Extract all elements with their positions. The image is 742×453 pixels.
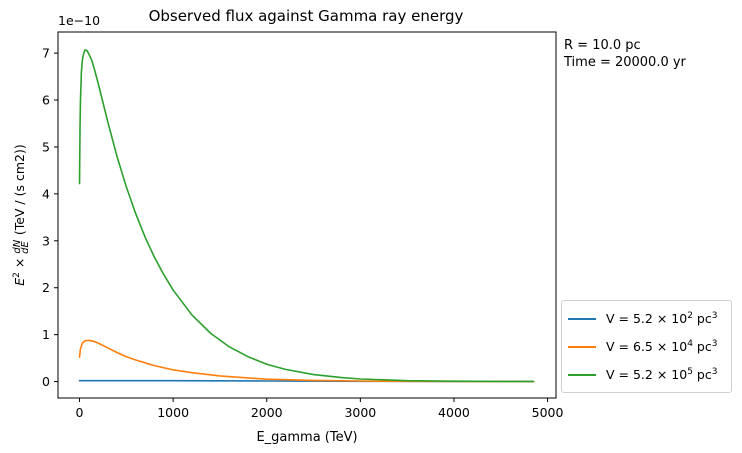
- legend-entry-0: V = 5.2 × 102 pc3: [568, 310, 717, 328]
- legend-entry-2: V = 5.2 × 105 pc3: [568, 366, 717, 384]
- x-tick-label: 4000: [438, 405, 470, 420]
- x-axis: 0 1000 2000 3000 4000 5000: [76, 398, 564, 420]
- legend: V = 5.2 × 102 pc3 V = 6.5 × 104 pc3 V = …: [561, 300, 732, 393]
- x-tick-label: 1000: [157, 405, 189, 420]
- x-tick-label: 2000: [251, 405, 283, 420]
- y-tick-label: 7: [42, 46, 50, 61]
- y-axis: 0 1 2 3 4 5 6 7: [42, 46, 58, 389]
- y-tick-label: 6: [42, 93, 50, 108]
- y-axis-label: E2 × dNdE (TeV / (s cm2)): [12, 144, 31, 285]
- x-tick-label: 5000: [532, 405, 564, 420]
- y-tick-label: 5: [42, 139, 50, 154]
- plot-area: [57, 31, 557, 399]
- series-layer: [78, 49, 535, 383]
- y-tick-label: 3: [42, 233, 50, 248]
- legend-swatch-2: [568, 374, 596, 376]
- x-tick-label: 3000: [344, 405, 376, 420]
- x-axis-label: E_gamma (TeV): [256, 430, 357, 445]
- y-offset-text: 1e−10: [58, 13, 100, 28]
- y-tick-label: 2: [42, 280, 50, 295]
- legend-label-0: V = 5.2 × 102 pc3: [606, 311, 718, 327]
- legend-entry-1: V = 6.5 × 104 pc3: [568, 338, 717, 356]
- time-text: Time = 20000.0 yr: [564, 55, 686, 70]
- y-tick-label: 0: [42, 374, 50, 389]
- x-tick-label: 0: [76, 405, 84, 420]
- legend-swatch-0: [568, 318, 596, 320]
- series-line-1: [78, 339, 535, 383]
- parameter-annotation: R = 10.0 pc Time = 20000.0 yr: [564, 37, 686, 71]
- legend-label-1: V = 6.5 × 104 pc3: [606, 339, 718, 355]
- chart-title: Observed flux against Gamma ray energy: [149, 7, 464, 25]
- y-tick-label: 1: [42, 327, 50, 342]
- legend-swatch-1: [568, 346, 596, 348]
- radius-text: R = 10.0 pc: [564, 38, 641, 53]
- series-line-2: [78, 49, 535, 383]
- y-tick-label: 4: [42, 186, 50, 201]
- legend-label-2: V = 5.2 × 105 pc3: [606, 367, 718, 383]
